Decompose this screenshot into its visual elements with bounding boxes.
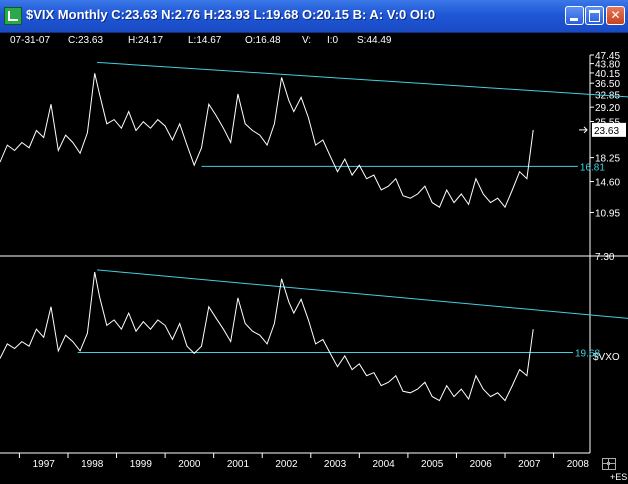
trendline xyxy=(97,269,628,319)
x-tick-label: 1998 xyxy=(81,459,104,470)
x-tick-label: 2002 xyxy=(275,459,298,470)
y-tick-label: 29.20 xyxy=(595,103,620,114)
y-tick-label: 10.95 xyxy=(595,208,620,219)
panel-symbol-label: $VXO xyxy=(593,352,620,363)
x-tick-label: 2004 xyxy=(372,459,395,470)
last-value-arrow-icon xyxy=(579,126,588,134)
last-value-box xyxy=(592,122,626,137)
y-tick-label: 14.60 xyxy=(595,178,620,189)
y-tick-label: 43.80 xyxy=(595,60,620,71)
x-tick-label: 2001 xyxy=(227,459,250,470)
readout-date: 07-31-07 xyxy=(10,35,51,46)
x-tick-label: 2006 xyxy=(470,459,493,470)
x-tick-label: 1997 xyxy=(33,459,56,470)
last-value-label: 23.63 xyxy=(594,126,619,137)
readout-high: H:24.17 xyxy=(128,35,164,46)
crosshair-icon[interactable] xyxy=(602,458,616,470)
y-tick-label: 47.45 xyxy=(595,51,620,62)
price-series-line xyxy=(0,73,534,209)
x-tick-label: 2008 xyxy=(567,459,590,470)
readout-close: C:23.63 xyxy=(68,35,104,46)
close-icon[interactable] xyxy=(606,6,625,25)
readout-s: S:44.49 xyxy=(357,35,392,46)
window-title: $VIX Monthly C:23.63 N:2.76 H:23.93 L:19… xyxy=(26,7,436,22)
chart-app-icon[interactable] xyxy=(4,7,22,25)
readout-volume: V: xyxy=(302,35,312,46)
status-symbol: +ES xyxy=(610,472,628,482)
x-tick-label: 2005 xyxy=(421,459,444,470)
trendline xyxy=(97,61,628,98)
maximize-icon[interactable] xyxy=(585,6,604,25)
readout-oi: I:0 xyxy=(327,35,339,46)
readout-open: O:16.48 xyxy=(245,35,281,46)
title-bar[interactable]: $VIX Monthly C:23.63 N:2.76 H:23.93 L:19… xyxy=(0,0,628,33)
support-level-label: 16.81 xyxy=(580,162,605,173)
y-tick-label: 18.25 xyxy=(595,154,620,165)
y-tick-label: 40.15 xyxy=(595,69,620,80)
x-tick-label: 2003 xyxy=(324,459,347,470)
readout-low: L:14.67 xyxy=(188,35,222,46)
x-tick-label: 1999 xyxy=(130,459,153,470)
price-series-line xyxy=(0,272,534,402)
x-tick-label: 2000 xyxy=(178,459,201,470)
x-tick-label: 2007 xyxy=(518,459,541,470)
support-level-label: 19.68 xyxy=(575,348,600,359)
y-tick-label: 36.50 xyxy=(595,79,620,90)
y-tick-label: 7.30 xyxy=(595,252,615,263)
minimize-icon[interactable] xyxy=(565,6,584,25)
